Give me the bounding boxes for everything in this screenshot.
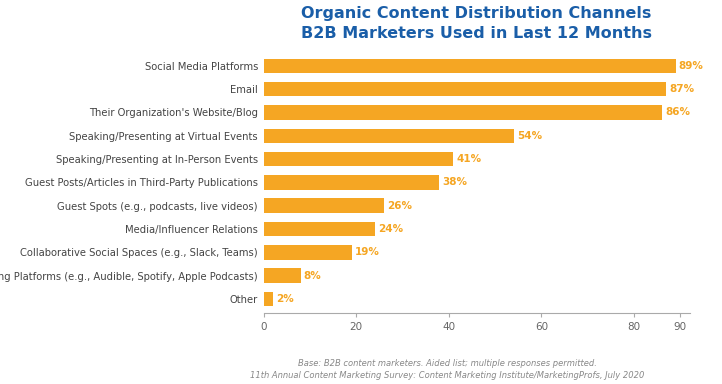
Bar — [264, 245, 352, 260]
Text: 54%: 54% — [517, 131, 542, 141]
Text: 26%: 26% — [387, 201, 412, 211]
Bar — [264, 152, 453, 166]
Bar — [264, 129, 513, 143]
Text: Base: B2B content marketers. Aided list; multiple responses permitted.
11th Annu: Base: B2B content marketers. Aided list;… — [251, 359, 645, 380]
Bar — [264, 59, 676, 73]
Text: 2%: 2% — [276, 294, 294, 304]
Bar — [264, 175, 440, 190]
Text: 41%: 41% — [456, 154, 482, 164]
Text: 8%: 8% — [304, 271, 321, 281]
Text: 89%: 89% — [679, 61, 704, 71]
Bar — [264, 222, 375, 236]
Text: 86%: 86% — [665, 108, 690, 118]
Bar — [264, 268, 300, 283]
Text: 24%: 24% — [378, 224, 403, 234]
Title: Organic Content Distribution Channels
B2B Marketers Used in Last 12 Months: Organic Content Distribution Channels B2… — [301, 6, 652, 41]
Bar — [264, 292, 273, 306]
Text: 19%: 19% — [355, 247, 380, 257]
Bar — [264, 199, 384, 213]
Bar — [264, 105, 662, 120]
Text: 87%: 87% — [669, 84, 695, 94]
Text: 38%: 38% — [443, 177, 468, 187]
Bar — [264, 82, 666, 96]
